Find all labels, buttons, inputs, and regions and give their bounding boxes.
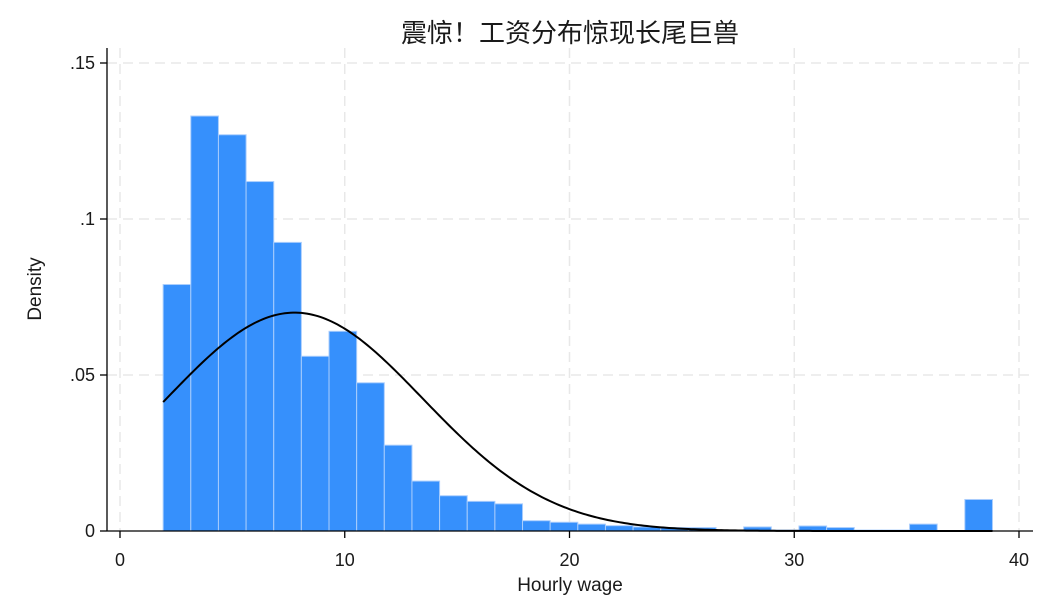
chart-title: 震惊！工资分布惊现长尾巨兽 [401,19,739,49]
histogram-bar [383,444,413,532]
x-tick-label: 40 [1009,550,1029,570]
histogram-bar [494,503,524,532]
histogram-bar [466,500,496,532]
x-tick-label: 20 [559,550,579,570]
y-tick-label: 0 [85,521,95,541]
histogram-bar [245,181,275,532]
histogram-bar [549,521,579,532]
histogram-bar [577,523,606,532]
histogram-bar [411,480,441,532]
histogram-bar [356,382,385,532]
histogram-bar [300,355,330,532]
histogram-bar [217,134,247,532]
y-tick-label: .1 [80,209,95,229]
histogram-bar [273,241,302,532]
y-axis-label: Density [25,257,46,321]
grid-lines [107,48,1033,531]
y-tick-label: .15 [70,53,95,73]
x-tick-label: 30 [784,550,804,570]
histogram-bar [604,525,634,532]
histogram-bar [964,498,993,532]
histogram-bar [522,520,551,532]
x-tick-label: 0 [115,550,125,570]
histogram-bar [909,523,938,532]
histogram-bar [162,284,192,532]
histogram-bar [439,495,468,532]
histogram-bar [328,330,358,532]
x-tick-label: 10 [335,550,355,570]
histogram-bars [162,115,993,532]
histogram-bar [190,115,219,532]
tick-labels: 0 10 20 30 40 0 .05 .1 .15 [70,53,1029,570]
x-axis-label: Hourly wage [517,575,623,596]
y-tick-label: .05 [70,365,95,385]
